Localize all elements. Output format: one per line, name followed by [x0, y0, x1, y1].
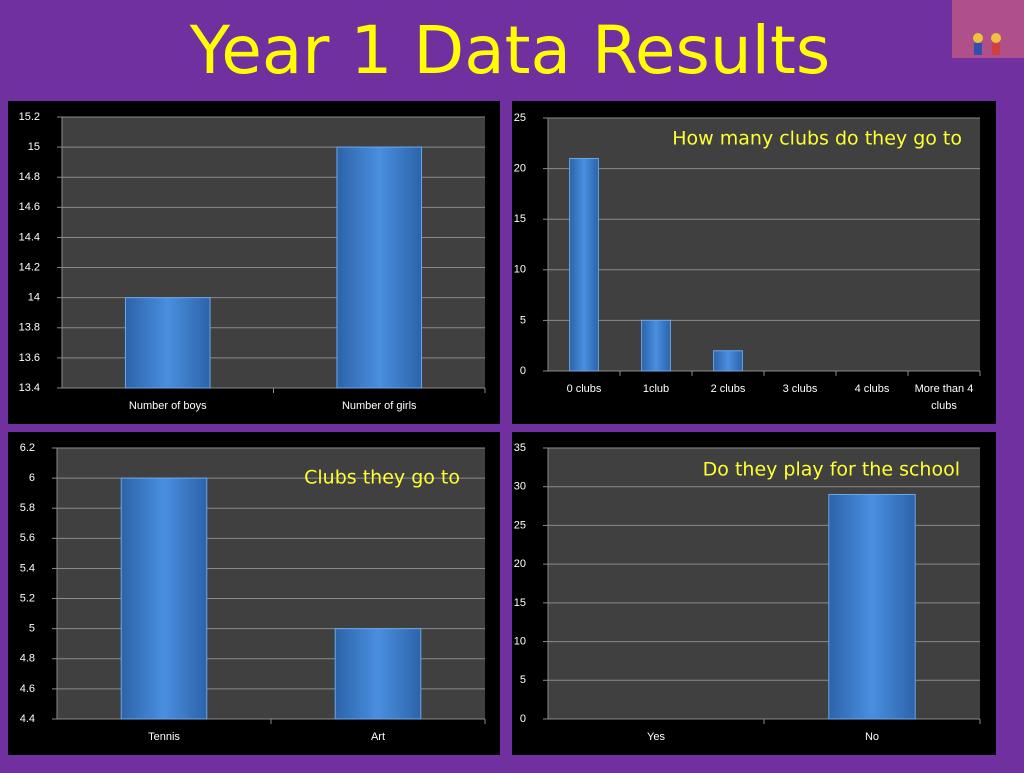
- y-tick-label: 0: [520, 365, 526, 377]
- y-tick-label: 13.6: [19, 352, 40, 364]
- x-tick-label: Yes: [647, 731, 665, 743]
- y-tick-label: 4.8: [20, 653, 35, 665]
- y-tick-label: 14.8: [19, 171, 40, 183]
- y-tick-label: 5: [520, 674, 526, 686]
- y-tick-label: 15: [514, 597, 526, 609]
- y-tick-label: 15: [514, 213, 526, 225]
- y-tick-label: 5: [520, 314, 526, 326]
- y-tick-label: 4.4: [20, 713, 35, 725]
- x-tick-label: 1club: [643, 383, 669, 395]
- x-tick-label: Tennis: [148, 731, 180, 743]
- y-tick-label: 30: [514, 481, 526, 493]
- y-tick-label: 10: [514, 635, 526, 647]
- chart-title: Do they play for the school: [703, 459, 960, 481]
- x-tick-label: 2 clubs: [711, 383, 746, 395]
- y-tick-label: 5: [29, 623, 35, 635]
- y-tick-label: 20: [514, 163, 526, 175]
- y-tick-label: 5.2: [20, 592, 35, 604]
- bar: [120, 477, 208, 720]
- bar: [124, 297, 211, 389]
- bar: [336, 146, 423, 389]
- chart-title: Clubs they go to: [304, 467, 460, 489]
- y-tick-label: 4.6: [20, 683, 35, 695]
- x-tick-label: More than 4 clubs: [915, 383, 974, 412]
- bar: [828, 493, 916, 720]
- x-tick-label: Number of girls: [342, 400, 417, 412]
- y-tick-label: 10: [514, 264, 526, 276]
- y-tick-label: 14.6: [19, 201, 40, 213]
- y-tick-label: 15.2: [19, 111, 40, 123]
- y-tick-label: 13.8: [19, 322, 40, 334]
- y-tick-label: 5.8: [20, 502, 35, 514]
- y-tick-label: 5.4: [20, 562, 35, 574]
- y-tick-label: 0: [520, 713, 526, 725]
- x-tick-label: 0 clubs: [567, 383, 602, 395]
- y-tick-label: 6: [29, 472, 35, 484]
- y-tick-label: 20: [514, 558, 526, 570]
- y-tick-label: 13.4: [19, 382, 40, 394]
- bar: [334, 628, 422, 720]
- y-tick-label: 6.2: [20, 442, 35, 454]
- y-tick-label: 14.2: [19, 261, 40, 273]
- plot-area: [548, 118, 980, 371]
- school-logo: [952, 0, 1024, 58]
- bar: [713, 350, 743, 372]
- x-tick-label: 4 clubs: [855, 383, 890, 395]
- x-tick-label: Art: [371, 731, 385, 743]
- x-tick-label: Number of boys: [129, 400, 207, 412]
- y-tick-label: 35: [514, 442, 526, 454]
- x-tick-label: No: [865, 731, 879, 743]
- bar: [641, 319, 671, 372]
- y-tick-label: 25: [514, 112, 526, 124]
- chart-title: How many clubs do they go to: [672, 128, 962, 150]
- slide-title: Year 1 Data Results: [189, 12, 831, 89]
- y-tick-label: 14.4: [19, 231, 40, 243]
- y-tick-label: 14: [28, 292, 40, 304]
- x-tick-label: 3 clubs: [783, 383, 818, 395]
- y-tick-label: 25: [514, 519, 526, 531]
- y-tick-label: 5.6: [20, 532, 35, 544]
- y-tick-label: 15: [28, 141, 40, 153]
- bar: [569, 157, 599, 372]
